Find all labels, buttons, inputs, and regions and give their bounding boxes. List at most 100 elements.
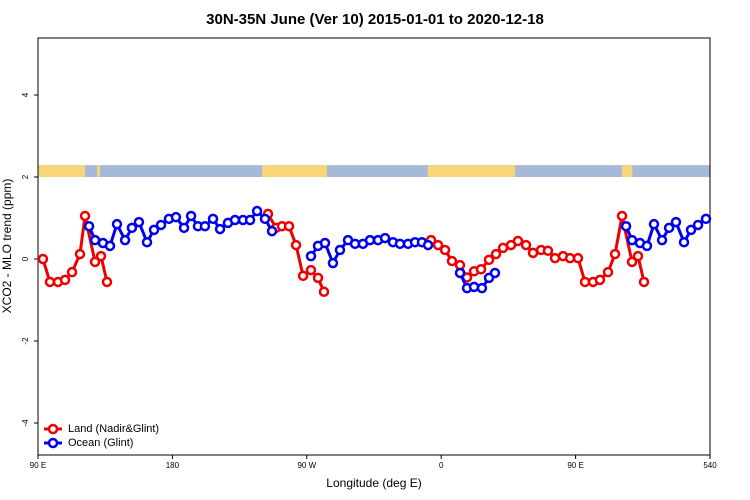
- y-tick-label: 4: [21, 92, 30, 97]
- y-tick-label: -2: [21, 337, 30, 345]
- point: [364, 234, 376, 246]
- point: [700, 213, 712, 225]
- point: [95, 250, 107, 262]
- point: [119, 234, 131, 246]
- y-axis-label: XCO2 - MLO trend (ppm): [0, 179, 14, 314]
- point: [214, 223, 226, 235]
- point: [37, 253, 49, 265]
- x-tick-label: 0: [439, 461, 444, 470]
- point: [489, 267, 501, 279]
- point: [141, 236, 153, 248]
- point: [602, 266, 614, 278]
- point: [312, 272, 324, 284]
- x-tick-label: 90 W: [297, 461, 316, 470]
- y-tick-label: 0: [21, 256, 30, 261]
- point: [83, 220, 95, 232]
- point: [305, 250, 317, 262]
- point: [79, 210, 91, 222]
- point: [512, 235, 524, 247]
- legend-label: Ocean (Glint): [68, 437, 133, 449]
- point: [259, 213, 271, 225]
- point: [572, 252, 584, 264]
- point: [468, 281, 480, 293]
- point: [620, 220, 632, 232]
- point: [170, 211, 182, 223]
- point: [594, 274, 606, 286]
- point: [59, 274, 71, 286]
- point: [638, 276, 650, 288]
- x-axis-label: Longitude (deg E): [326, 476, 421, 490]
- point: [207, 213, 219, 225]
- point: [155, 219, 167, 231]
- land-segment: [38, 165, 86, 177]
- point: [74, 248, 86, 260]
- point: [89, 256, 101, 268]
- point: [305, 264, 317, 276]
- point: [497, 242, 509, 254]
- legend-marker: [47, 437, 59, 449]
- point: [579, 276, 591, 288]
- legend-label: Land (Nadir&Glint): [68, 423, 159, 435]
- point: [229, 214, 241, 226]
- ocean-strip: [38, 165, 710, 177]
- point: [319, 237, 331, 249]
- point: [446, 255, 458, 267]
- point: [609, 248, 621, 260]
- point: [111, 218, 123, 230]
- point: [616, 210, 628, 222]
- point: [626, 256, 638, 268]
- point: [549, 252, 561, 264]
- point: [520, 239, 532, 251]
- point: [126, 222, 138, 234]
- x-tick-label: 90 E: [567, 461, 583, 470]
- point: [663, 222, 675, 234]
- point: [670, 216, 682, 228]
- point: [454, 267, 466, 279]
- point: [542, 245, 554, 257]
- point: [379, 232, 391, 244]
- y-tick-label: -4: [21, 419, 30, 427]
- x-tick-label: 180: [166, 461, 180, 470]
- point: [656, 234, 668, 246]
- legend-marker: [47, 423, 59, 435]
- point: [527, 247, 539, 259]
- point: [199, 220, 211, 232]
- point: [148, 224, 160, 236]
- x-tick-label: 90 E: [30, 461, 46, 470]
- point: [685, 224, 697, 236]
- point: [490, 248, 502, 260]
- point: [334, 244, 346, 256]
- point: [44, 276, 56, 288]
- point: [318, 286, 330, 298]
- chart-title: 30N-35N June (Ver 10) 2015-01-01 to 2020…: [206, 11, 544, 28]
- point: [678, 236, 690, 248]
- land-segment: [621, 165, 633, 177]
- point: [266, 225, 278, 237]
- point: [101, 276, 113, 288]
- point: [251, 205, 263, 217]
- point: [641, 240, 653, 252]
- point: [432, 239, 444, 251]
- point: [283, 220, 295, 232]
- point: [104, 240, 116, 252]
- point: [178, 222, 190, 234]
- point: [66, 266, 78, 278]
- point: [327, 257, 339, 269]
- point: [290, 239, 302, 251]
- x-tick-label: 540: [703, 461, 717, 470]
- y-tick-label: 2: [21, 174, 30, 179]
- land-segment: [427, 165, 516, 177]
- point: [692, 219, 704, 231]
- point: [133, 216, 145, 228]
- point: [648, 218, 660, 230]
- point: [422, 239, 434, 251]
- point: [297, 270, 309, 282]
- point: [185, 210, 197, 222]
- point: [475, 264, 487, 275]
- point: [476, 282, 488, 294]
- land-segment: [96, 165, 100, 177]
- plot-frame: [37, 37, 711, 456]
- point: [483, 254, 495, 266]
- land-segment: [262, 165, 327, 177]
